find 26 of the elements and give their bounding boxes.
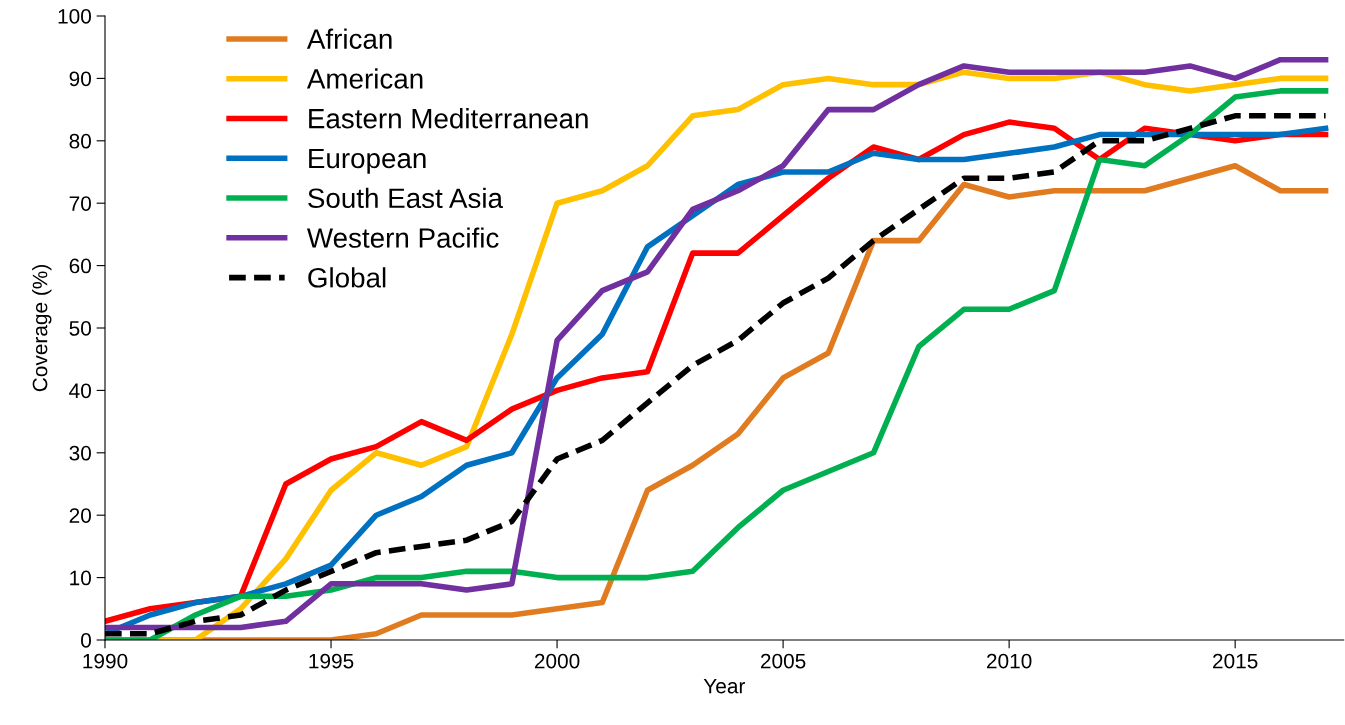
y-axis-title: Coverage (%) <box>32 265 52 392</box>
y-tick-label: 80 <box>69 133 91 149</box>
x-axis-title: Year <box>703 678 746 694</box>
y-tick-label: 10 <box>70 570 91 586</box>
legend-label: European <box>309 148 426 174</box>
x-tick-label: 2000 <box>534 653 580 669</box>
x-tick-label: 1990 <box>83 653 128 669</box>
y-tick-label: 90 <box>69 71 91 87</box>
y-tick-label: 30 <box>69 445 91 461</box>
x-tick-label: 2010 <box>987 653 1032 669</box>
legend-label: Western Pacific <box>306 227 499 248</box>
legend-label: American <box>306 68 423 89</box>
y-tick-label: 50 <box>69 321 91 336</box>
x-tick-label: 2005 <box>760 653 806 669</box>
x-tick-label: 1995 <box>309 653 354 669</box>
y-tick-label: 70 <box>69 196 91 211</box>
y-tick-label: 0 <box>81 633 91 648</box>
x-tick-label: 2015 <box>1213 653 1258 669</box>
legend-label: Global <box>308 267 386 288</box>
legend-label: Eastern Mediterranean <box>309 108 588 129</box>
legend-label: South East Asia <box>308 187 503 209</box>
y-tick-label: 60 <box>69 258 91 274</box>
legend-label: African <box>306 28 392 49</box>
y-tick-label: 100 <box>58 9 91 24</box>
y-tick-label: 40 <box>69 383 91 399</box>
y-tick-label: 20 <box>69 508 91 523</box>
